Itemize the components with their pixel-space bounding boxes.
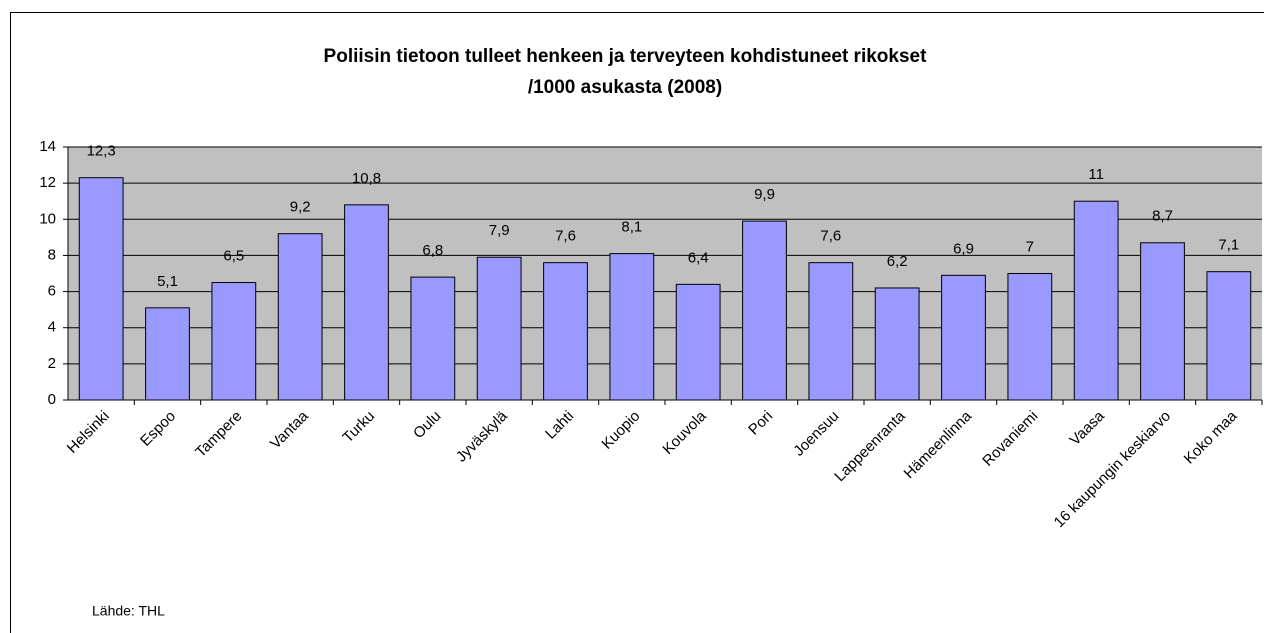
bar	[410, 276, 456, 401]
data-label: 6,4	[688, 249, 709, 266]
bar	[1206, 271, 1252, 401]
bar	[277, 233, 323, 401]
y-tick-label: 8	[48, 246, 56, 263]
y-tick-label: 10	[39, 210, 56, 227]
bar	[145, 307, 190, 401]
bar	[476, 256, 522, 401]
data-label: 9,2	[290, 199, 311, 216]
data-label: 6,9	[953, 240, 974, 257]
bar	[941, 274, 986, 401]
bar	[211, 282, 257, 401]
bar	[874, 287, 920, 401]
bar	[675, 283, 721, 401]
data-label: 6,8	[422, 242, 443, 259]
bar	[78, 177, 124, 401]
data-label: 7	[1026, 238, 1034, 255]
data-label: 8,7	[1152, 208, 1173, 225]
bar	[1007, 273, 1053, 401]
chart-title: Poliisin tietoon tulleet henkeen ja terv…	[324, 46, 928, 67]
y-tick-label: 2	[48, 355, 56, 372]
bar	[609, 253, 655, 401]
source-note: Lähde: THL	[92, 603, 165, 619]
plot-area	[68, 147, 1262, 400]
data-label: 6,5	[223, 248, 244, 265]
bar	[808, 262, 854, 401]
data-label: 8,1	[621, 219, 642, 236]
data-label: 7,9	[489, 222, 510, 239]
data-label: 9,9	[754, 186, 775, 203]
data-label: 11	[1088, 166, 1104, 183]
bar	[543, 262, 588, 401]
data-label: 7,6	[820, 228, 841, 245]
data-label: 10,8	[352, 170, 381, 187]
y-tick-label: 6	[48, 283, 56, 300]
bar	[742, 220, 787, 401]
data-label: 7,1	[1218, 237, 1239, 254]
data-label: 6,2	[887, 253, 908, 270]
y-tick-label: 14	[39, 138, 56, 155]
y-tick-label: 12	[39, 174, 56, 191]
bar	[1140, 242, 1185, 401]
chart-title: /1000 asukasta (2008)	[528, 77, 722, 98]
y-tick-label: 0	[48, 391, 56, 408]
y-tick-label: 4	[48, 319, 56, 336]
data-label: 7,6	[555, 228, 576, 245]
data-label: 5,1	[157, 273, 178, 290]
data-label: 12,3	[87, 143, 116, 160]
bar	[344, 204, 389, 401]
bar	[1073, 200, 1119, 401]
